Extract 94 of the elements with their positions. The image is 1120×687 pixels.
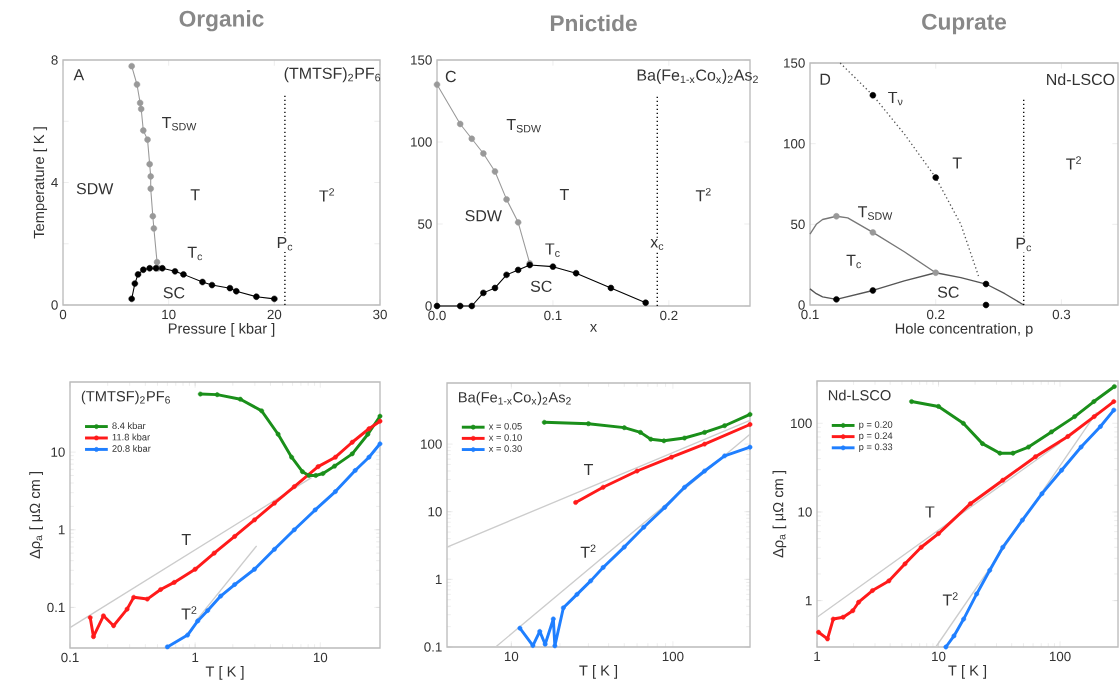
annotation: T$^{2}$ xyxy=(319,188,335,202)
annotation: D xyxy=(820,73,831,85)
y-axis-title: Temperature [ K ] xyxy=(33,127,48,239)
y-tick-label: 150 xyxy=(411,55,432,65)
y-tick-label: 100 xyxy=(791,418,812,429)
y-tick-label: 100 xyxy=(411,137,432,147)
x-axis-title: T [ K ] xyxy=(579,664,618,679)
x-tick-label: 0.2 xyxy=(660,310,678,321)
annotation: SC xyxy=(937,286,959,298)
x-tick-label: 1 xyxy=(192,652,199,662)
annotation: T$_{c}$ xyxy=(846,254,861,269)
y-tick-label: 50 xyxy=(791,219,805,230)
legend-label: p = 0.24 xyxy=(859,432,893,441)
x-tick-label: 0.1 xyxy=(61,652,79,663)
y-tick-label: 0 xyxy=(798,300,805,310)
x-tick-label: 1 xyxy=(814,651,821,661)
y-tick-label: 1 xyxy=(805,596,812,606)
annotation: SDW xyxy=(76,182,114,195)
x-axis-title: T [ K ] xyxy=(948,664,987,679)
legend-label: p = 0.20 xyxy=(859,421,893,430)
x-tick-label: 0.0 xyxy=(428,310,446,321)
x-tick-label: 10 xyxy=(504,651,519,662)
x-tick-label: 10 xyxy=(162,309,176,320)
x-tick-label: 100 xyxy=(1049,651,1071,662)
annotation: SC xyxy=(163,287,185,299)
x-tick-label: 30 xyxy=(373,309,387,320)
ref-line-label: P$_{c}$ xyxy=(1016,237,1032,252)
x-tick-label: 10 xyxy=(932,651,946,662)
chart-title: Pnictide xyxy=(550,14,637,32)
annotation: T xyxy=(952,157,962,169)
legend-label: 11.8 kbar xyxy=(112,433,150,441)
x-tick-label: 100 xyxy=(662,651,684,662)
legend-label: x = 0.10 xyxy=(488,434,522,441)
legend-title: (TMTSF)$_{2}$PF$_{6}$ xyxy=(81,390,170,405)
y-tick-label: 10 xyxy=(798,507,812,517)
annotation: T$^{2}$ xyxy=(942,592,958,606)
x-axis-title: T [ K ] xyxy=(205,665,244,680)
y-tick-label: 1 xyxy=(435,574,442,584)
annotation: C xyxy=(445,70,456,83)
ref-line-label: x$_{c}$ xyxy=(650,239,664,250)
y-tick-label: 0 xyxy=(51,300,58,310)
annotation: T xyxy=(559,189,569,201)
chart-title: Cuprate xyxy=(922,13,1007,35)
x-axis-title: Hole concentration, p xyxy=(895,322,1033,337)
y-axis-title: Δρ$_{a}$ [ μΩ cm ] xyxy=(772,471,787,558)
y-axis-title: Δρ$_{a}$ [ μΩ cm ] xyxy=(29,472,43,559)
legend-title: Nd-LSCO xyxy=(828,389,891,401)
legend-label: 8.4 kbar xyxy=(112,422,146,430)
annotation: T$_{SDW}$ xyxy=(162,116,197,131)
y-tick-label: 100 xyxy=(421,439,442,449)
annotation: T xyxy=(925,506,935,518)
x-tick-label: 0.2 xyxy=(926,309,945,320)
annotation: A xyxy=(73,69,85,81)
y-tick-label: 1 xyxy=(58,525,65,535)
legend-label: x = 0.30 xyxy=(488,445,522,452)
x-tick-label: 0.1 xyxy=(544,310,562,321)
annotation: T$^{2}$ xyxy=(1066,156,1081,170)
y-tick-label: 4 xyxy=(51,177,58,188)
legend-label: 20.8 kbar xyxy=(112,445,151,452)
annotation: T xyxy=(583,464,594,476)
x-tick-label: 0.3 xyxy=(1052,309,1071,320)
chart-title: Organic xyxy=(179,10,264,32)
y-tick-label: 50 xyxy=(418,219,432,229)
y-tick-label: 0.1 xyxy=(424,642,442,652)
y-tick-label: 150 xyxy=(784,58,805,68)
legend-title: Ba(Fe$_{1-x}$Co$_{x}$)$_{2}$As$_{2}$ xyxy=(458,391,571,406)
annotation: SC xyxy=(530,280,552,292)
annotation: Nd-LSCO xyxy=(1047,73,1115,86)
legend-label: x = 0.05 xyxy=(488,422,522,430)
annotation: T$_{c}$ xyxy=(187,246,203,261)
annotation: T$_{SDW}$ xyxy=(858,206,893,220)
annotation: T$^{2}$ xyxy=(695,187,711,202)
annotation: T$^{2}$ xyxy=(181,606,197,620)
y-tick-label: 0.1 xyxy=(47,602,65,613)
annotation: Ba(Fe$_{1-x}$Co$_{x}$)$_{2}$As$_{2}$ xyxy=(637,69,758,84)
annotation: T xyxy=(181,533,191,545)
y-tick-label: 10 xyxy=(51,447,65,457)
annotation: (TMTSF)$_{2}$PF$_{6}$ xyxy=(284,67,381,83)
annotation: T$_{SDW}$ xyxy=(506,118,541,133)
x-tick-label: 10 xyxy=(313,652,328,663)
legend-label: p = 0.33 xyxy=(859,443,893,453)
annotation: T xyxy=(190,189,200,201)
x-axis-title: x xyxy=(590,323,598,332)
y-tick-label: 10 xyxy=(428,507,442,517)
annotation: T$_{ν}$ xyxy=(888,91,903,106)
x-axis-title: Pressure [ kbar ] xyxy=(168,322,275,337)
x-tick-label: 20 xyxy=(267,309,282,320)
y-tick-label: 100 xyxy=(784,138,805,149)
annotation: T$^{2}$ xyxy=(580,544,596,558)
ref-line-label: P$_{c}$ xyxy=(277,237,293,251)
annotation: SDW xyxy=(465,210,502,222)
annotation: T$_{c}$ xyxy=(545,243,560,257)
y-tick-label: 8 xyxy=(51,55,58,65)
y-tick-label: 0 xyxy=(425,301,432,311)
